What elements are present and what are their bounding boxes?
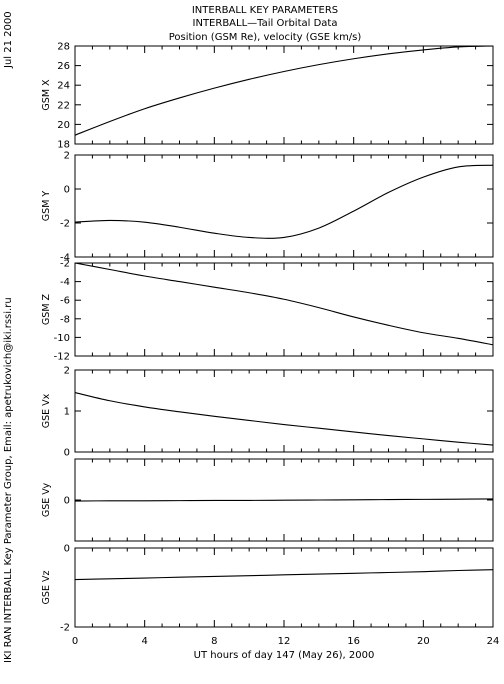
y-tick-label: 0 (64, 496, 70, 507)
y-tick-label: -8 (60, 314, 70, 325)
series-line (74, 262, 494, 346)
series-line (74, 392, 494, 446)
y-tick-label: -2 (60, 259, 70, 270)
y-tick-label: 22 (57, 100, 70, 111)
x-tick-label: 8 (211, 636, 217, 647)
panel-frame (74, 45, 494, 145)
y-axis-label: GSM X (41, 79, 52, 111)
credit-label: IKI RAN INTERBALL Key Parameter Group, E… (3, 297, 14, 663)
panel-frame (74, 154, 494, 258)
y-tick-label: -2 (60, 219, 70, 230)
y-tick-label: 24 (57, 81, 70, 92)
panel-5: 0 GSE Vy (41, 458, 494, 542)
y-axis-label: GSE Vx (41, 393, 52, 428)
panel-frame (74, 547, 494, 628)
y-tick-label: -6 (60, 296, 70, 307)
title-line-2: INTERBALL—Tail Orbital Data (193, 18, 338, 29)
panel-2: -4 -2 0 2 GSM Y (41, 151, 494, 264)
x-axis-label: UT hours of day 147 (May 26), 2000 (194, 650, 375, 661)
series-line (74, 569, 494, 581)
y-tick-label: 18 (57, 140, 70, 151)
x-tick-label: 4 (141, 636, 147, 647)
y-tick-label: 20 (57, 120, 70, 131)
y-tick-label: 2 (64, 151, 70, 162)
y-tick-label: -10 (54, 333, 70, 344)
x-tick-label: 0 (72, 636, 78, 647)
series-line (74, 164, 494, 239)
title-line-3: Position (GSM Re), velocity (GSE km/s) (169, 32, 362, 43)
y-tick-label: -4 (60, 253, 70, 264)
y-tick-label: 1 (64, 407, 70, 418)
y-tick-label: 0 (64, 185, 70, 196)
panel-4: 0 1 2 GSE Vx (41, 366, 494, 459)
y-tick-label: 2 (64, 366, 70, 377)
y-tick-label: 26 (57, 61, 70, 72)
panel-1: 18 20 22 24 26 28 GSM X (41, 42, 494, 151)
x-tick-label: 24 (487, 636, 500, 647)
panel-3: -12 -10 -8 -6 -4 -2 GSM Z (41, 259, 494, 363)
x-tick-label: 16 (347, 636, 360, 647)
x-tick-label: 20 (417, 636, 430, 647)
y-axis-label: GSM Y (41, 191, 52, 222)
y-tick-label: 0 (64, 448, 70, 459)
series-line (74, 45, 494, 136)
y-tick-label: -2 (60, 623, 70, 634)
y-tick-label: 28 (57, 42, 70, 53)
panel-6: -2 0 GSE Vz (41, 544, 494, 634)
y-axis-label: GSM Z (41, 293, 52, 325)
y-axis-label: GSE Vz (41, 571, 52, 605)
title-line-1: INTERBALL KEY PARAMETERS (192, 5, 338, 16)
y-axis-label: GSE Vy (41, 482, 52, 517)
y-tick-label: -4 (60, 277, 70, 288)
date-label: Jul 21 2000 (3, 11, 14, 69)
series-line (74, 498, 494, 502)
panel-frame (74, 262, 494, 357)
x-tick-label: 12 (278, 636, 291, 647)
y-tick-label: -12 (54, 352, 70, 363)
y-tick-label: 0 (64, 544, 70, 555)
